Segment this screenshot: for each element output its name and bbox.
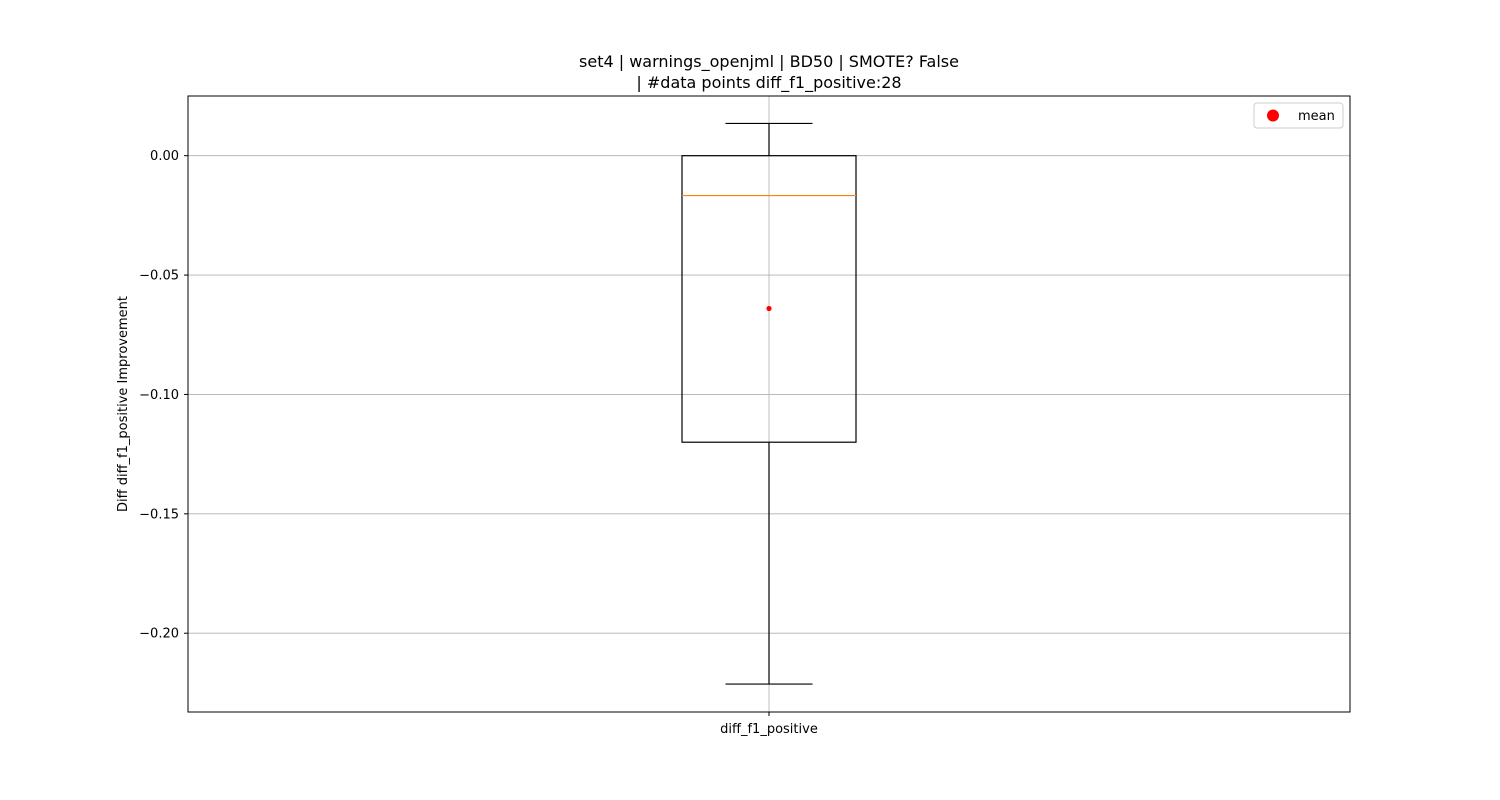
y-tick-label: −0.10 (139, 388, 179, 403)
legend-mean-label: mean (1298, 109, 1335, 124)
mean-point (766, 305, 772, 312)
y-tick-label: −0.05 (139, 269, 179, 284)
legend-frame (1253, 102, 1344, 129)
chart-title-line-1: set4 | warnings_openjml | BD50 | SMOTE? … (579, 52, 959, 72)
y-axis-label: Diff diff_f1_positive Improvement (116, 296, 131, 512)
x-tick-label: diff_f1_positive (720, 722, 818, 737)
legend-mean-marker (1267, 109, 1279, 122)
interquartile-box (681, 155, 857, 443)
y-tick-label: −0.15 (139, 507, 179, 522)
y-tick-label: −0.20 (139, 627, 179, 642)
box-plot-marks (681, 122, 857, 685)
chart-title-line-2: | #data points diff_f1_positive:28 (636, 73, 901, 93)
axes: 0.00 −0.05 −0.10 −0.15 −0.20 diff_f1_positive (139, 149, 818, 737)
y-tick-label: 0.00 (150, 149, 179, 164)
legend: mean (1253, 102, 1344, 129)
